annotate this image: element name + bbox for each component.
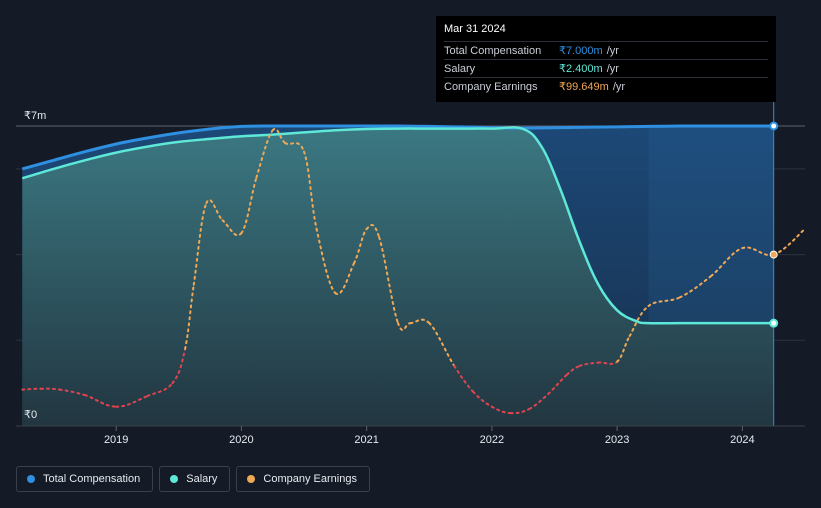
company-earnings-line-segment <box>490 405 512 415</box>
x-tick-label: 2019 <box>104 434 128 446</box>
total-compensation-marker <box>769 121 779 131</box>
company-earnings-line-segment <box>453 365 475 393</box>
company-earnings-line-segment <box>397 322 412 331</box>
company-earnings-line-segment <box>628 305 650 337</box>
company-earnings-line-segment <box>509 407 531 415</box>
company-earnings-line-segment <box>616 335 631 363</box>
tooltip-unit: /yr <box>606 62 619 75</box>
legend-label: Salary <box>186 473 218 485</box>
company-earnings-line-segment <box>472 390 493 408</box>
legend-label: Company Earnings <box>263 473 357 485</box>
tooltip-unit: /yr <box>606 44 619 57</box>
y-axis-label-top: ₹7m <box>24 110 46 122</box>
company-earnings-line-segment <box>334 262 356 296</box>
tooltip-row-total: Total Compensation ₹7.000m /yr <box>444 41 768 59</box>
tooltip-unit: /yr <box>612 80 626 93</box>
company-earnings-line-segment <box>566 365 581 376</box>
tooltip-value: ₹2.400m <box>559 63 603 75</box>
tooltip-row-earnings: Company Earnings ₹99.649m /yr <box>444 77 768 95</box>
salary-marker <box>769 318 779 328</box>
total-compensation-line <box>21 124 774 171</box>
x-tick-label: 2024 <box>730 434 754 446</box>
company-earnings-line-segment <box>58 388 86 397</box>
legend-item-total-compensation[interactable]: Total Compensation <box>16 466 154 492</box>
tooltip: Mar 31 2024 Total Compensation ₹7.000m /… <box>436 16 776 102</box>
tooltip-value: ₹99.649m <box>559 81 609 93</box>
company-earnings-line-segment <box>240 176 258 235</box>
tooltip-value: ₹7.000m <box>559 45 603 57</box>
tooltip-date: Mar 31 2024 <box>444 23 506 35</box>
salary-area <box>22 127 774 426</box>
company-earnings-line-segment <box>678 275 713 299</box>
y-axis-label-bottom: ₹0 <box>24 409 37 421</box>
company-earnings-line-segment <box>184 283 195 350</box>
tooltip-label: Total Compensation <box>444 44 542 57</box>
tooltip-label: Company Earnings <box>444 80 538 93</box>
company-earnings-line-segment <box>378 236 399 325</box>
legend-label: Total Compensation <box>43 473 141 485</box>
company-earnings-line-segment <box>597 360 619 365</box>
tooltip-label: Salary <box>444 62 476 75</box>
company-earnings-line-segment <box>315 227 337 295</box>
company-earnings-marker <box>769 250 778 259</box>
company-earnings-line-segment <box>284 142 305 153</box>
company-earnings-line-segment <box>578 361 600 367</box>
company-earnings-line-segment <box>83 394 118 408</box>
x-tick-label: 2023 <box>605 434 629 446</box>
company-earnings-line-segment <box>40 387 61 391</box>
legend-item-company-earnings[interactable]: Company Earnings <box>236 466 370 492</box>
company-earnings-line-segment <box>547 373 568 395</box>
legend: Total Compensation Salary Company Earnin… <box>16 466 370 492</box>
company-earnings-line-segment <box>221 219 243 237</box>
x-tick-label: 2022 <box>480 434 504 446</box>
company-earnings-line-segment <box>365 224 381 239</box>
legend-dot-icon <box>27 475 35 483</box>
company-earnings-line-segment <box>772 227 806 256</box>
company-earnings-line-segment <box>271 127 287 145</box>
salary-line <box>21 126 774 325</box>
legend-item-salary[interactable]: Salary <box>159 466 231 492</box>
company-earnings-line-segment <box>528 392 550 410</box>
company-earnings-line-segment <box>115 395 149 408</box>
company-earnings-line-segment <box>303 150 318 230</box>
company-earnings-line-segment <box>192 202 208 286</box>
company-earnings-line-segment <box>428 322 456 367</box>
x-tick-label: 2021 <box>354 434 378 446</box>
x-tick-label: 2020 <box>229 434 253 446</box>
company-earnings-line-segment <box>409 318 431 325</box>
company-earnings-line-segment <box>353 227 368 265</box>
tooltip-row-salary: Salary ₹2.400m /yr <box>444 59 768 77</box>
company-earnings-line-segment <box>205 199 224 222</box>
company-earnings-line-segment <box>146 382 174 397</box>
company-earnings-line-segment <box>647 296 681 307</box>
legend-dot-icon <box>247 475 256 483</box>
legend-dot-icon <box>170 475 179 483</box>
company-earnings-line-segment <box>255 129 274 179</box>
company-earnings-line-segment <box>21 387 42 391</box>
company-earnings-line-segment <box>171 347 187 385</box>
